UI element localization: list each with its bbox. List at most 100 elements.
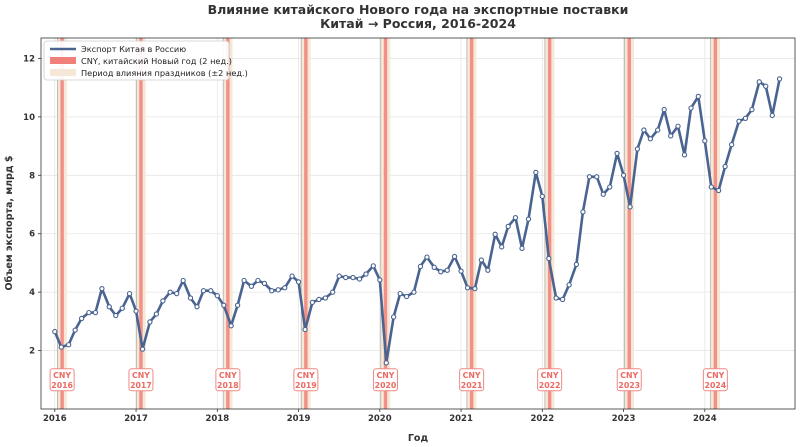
legend: Экспорт Китая в Россию CNY, китайский Но…	[43, 40, 248, 81]
cny-label-year: 2019	[295, 381, 317, 390]
cny-label-year: 2016	[51, 381, 73, 390]
data-point	[269, 288, 275, 294]
cny-label-text: CNY	[219, 371, 237, 380]
x-tick-label: 2023	[612, 414, 636, 424]
data-point	[221, 302, 227, 308]
cny-label-year: 2024	[705, 381, 727, 390]
legend-label-cny: CNY, китайский Новый год (2 нед.)	[81, 56, 232, 66]
data-point	[695, 93, 701, 100]
data-point	[255, 277, 261, 284]
data-point	[424, 254, 430, 260]
data-point	[350, 274, 356, 281]
data-point	[559, 296, 566, 303]
data-point	[539, 193, 545, 199]
cny-band	[226, 38, 230, 409]
y-tick-label: 2	[29, 347, 35, 357]
x-tick-label: 2019	[287, 414, 311, 424]
data-point	[519, 245, 525, 251]
data-point	[363, 271, 369, 277]
data-point	[58, 344, 64, 350]
points-layer	[52, 76, 783, 366]
chart-subtitle: Китай → Россия, 2016-2024	[320, 16, 516, 31]
cny-label-text: CNY	[132, 371, 150, 380]
data-point	[248, 283, 255, 289]
data-point	[139, 346, 146, 352]
legend-label-series: Экспорт Китая в Россию	[81, 44, 186, 54]
data-point	[133, 308, 139, 314]
cny-band	[627, 38, 631, 409]
data-point	[708, 184, 714, 190]
data-point	[499, 244, 505, 250]
cny-label-year: 2017	[130, 381, 152, 390]
data-point	[86, 309, 92, 316]
data-point	[756, 79, 762, 85]
data-point	[553, 295, 559, 301]
cny-label-text: CNY	[53, 371, 71, 380]
data-point	[377, 277, 383, 283]
legend-box	[43, 40, 230, 81]
cny-band	[139, 38, 143, 409]
cny-label-text: CNY	[541, 371, 559, 380]
data-point	[607, 184, 613, 190]
data-point	[702, 138, 708, 144]
data-point	[451, 253, 458, 260]
x-tick-label: 2024	[693, 414, 717, 424]
cny-label-year: 2021	[461, 381, 483, 390]
data-point	[614, 150, 620, 157]
data-point	[214, 293, 220, 299]
data-point	[160, 298, 166, 304]
cny-label-box	[537, 368, 563, 392]
data-point	[641, 127, 647, 133]
cny-label-box	[702, 368, 728, 392]
data-point	[525, 216, 532, 222]
data-point	[330, 289, 336, 295]
data-point	[736, 118, 742, 124]
data-point	[417, 263, 424, 270]
data-point	[167, 289, 173, 295]
cny-label-text: CNY	[706, 371, 724, 380]
data-point	[356, 276, 363, 282]
data-point	[505, 223, 511, 230]
data-point	[627, 204, 633, 210]
data-point	[383, 360, 389, 366]
data-point	[174, 290, 180, 297]
data-point	[763, 83, 769, 89]
cny-bands-layer	[57, 38, 718, 409]
data-point	[153, 311, 160, 317]
data-point	[126, 290, 133, 297]
cny-band	[60, 38, 64, 409]
data-point	[715, 187, 722, 194]
cny-label-text: CNY	[463, 371, 481, 380]
cny-label-text: CNY	[377, 371, 395, 380]
data-point	[309, 299, 316, 306]
cny-band	[547, 38, 552, 409]
data-point	[431, 264, 437, 270]
data-point	[675, 123, 681, 129]
data-point	[668, 133, 674, 139]
data-point	[594, 174, 600, 180]
data-point	[106, 304, 112, 310]
data-point	[492, 231, 498, 237]
data-point	[282, 285, 288, 291]
data-point	[533, 169, 539, 176]
cny-label-box	[616, 368, 642, 392]
x-tick-label: 2016	[43, 414, 67, 424]
data-point	[295, 279, 302, 285]
cny-label-year: 2020	[375, 381, 397, 390]
data-point	[769, 112, 775, 119]
data-point	[580, 209, 586, 215]
cny-labels-layer: CNY2016CNY2017CNY2018CNY2019CNY2020CNY20…	[49, 368, 728, 392]
data-point	[464, 285, 471, 291]
data-point	[688, 105, 694, 111]
cny-label-text: CNY	[620, 371, 638, 380]
cny-band	[304, 38, 308, 409]
data-point	[749, 106, 755, 113]
data-point	[458, 268, 464, 274]
cny-band	[383, 38, 388, 409]
data-point	[722, 163, 728, 170]
data-point	[194, 304, 200, 310]
